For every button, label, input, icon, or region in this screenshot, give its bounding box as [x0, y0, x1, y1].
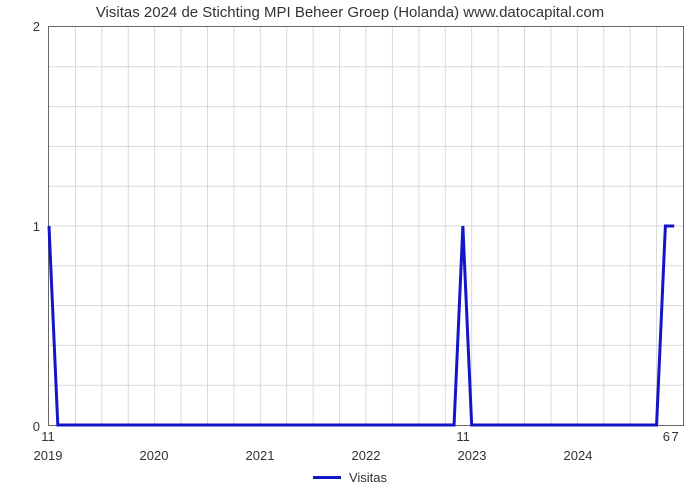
spike-label: 11	[456, 429, 470, 444]
spike-label: 11	[41, 429, 55, 444]
y-tick-label: 2	[0, 19, 40, 34]
x-tick-label: 2023	[458, 448, 487, 463]
x-tick-label: 2020	[140, 448, 169, 463]
spike-label: 6	[663, 429, 670, 444]
plot-svg	[49, 27, 683, 425]
plot-area	[48, 26, 684, 426]
chart-title: Visitas 2024 de Stichting MPI Beheer Gro…	[0, 4, 700, 21]
legend: Visitas	[0, 470, 700, 485]
y-tick-label: 1	[0, 219, 40, 234]
y-tick-label: 0	[0, 419, 40, 434]
series-line	[49, 226, 674, 425]
legend-label: Visitas	[349, 470, 387, 485]
chart-container: { "chart": { "type": "line", "title": "V…	[0, 0, 700, 500]
x-tick-label: 2021	[246, 448, 275, 463]
x-tick-label: 2024	[564, 448, 593, 463]
spike-label: 7	[672, 429, 679, 444]
x-tick-label: 2022	[352, 448, 381, 463]
legend-swatch	[313, 476, 341, 479]
x-tick-label: 2019	[34, 448, 63, 463]
